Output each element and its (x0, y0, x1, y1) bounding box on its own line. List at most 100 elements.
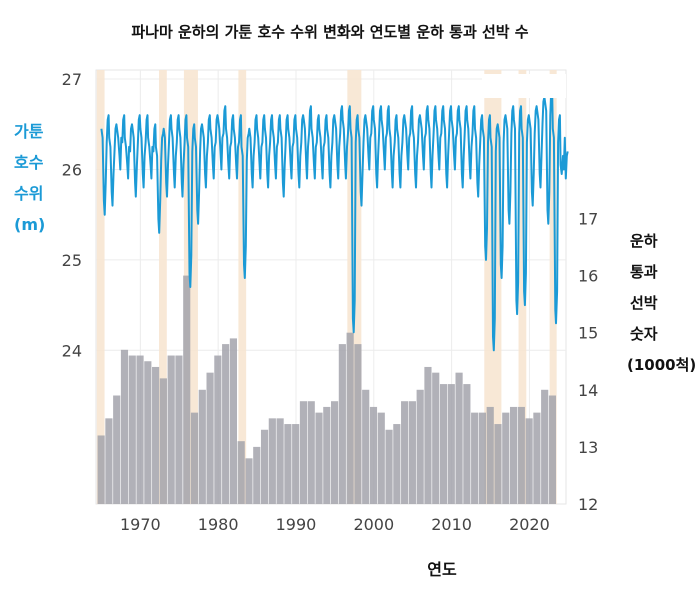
legend-mask (482, 74, 566, 98)
transit-bar (369, 406, 378, 504)
transit-bar (237, 441, 245, 504)
transit-bar (408, 401, 416, 504)
transit-bar (105, 418, 113, 504)
transit-bar (432, 372, 440, 504)
transit-bar (424, 366, 432, 504)
transit-bar (502, 412, 510, 504)
left-tick-label: 27 (62, 70, 82, 89)
x-tick-label: 2000 (353, 515, 394, 534)
transit-bar (385, 429, 393, 504)
transit-bar (128, 355, 136, 504)
left-axis-label-line: 호수 (14, 153, 44, 172)
transit-bar (455, 372, 463, 504)
transit-bar (362, 389, 370, 504)
left-axis-label-line: 수위 (14, 184, 43, 203)
x-tick-label: 1970 (120, 515, 161, 534)
x-tick-label: 2020 (509, 515, 550, 534)
transit-bar (206, 372, 214, 504)
left-tick-label: 25 (62, 251, 82, 270)
right-axis-label-line: 통과 (630, 263, 658, 281)
x-tick-label: 1990 (276, 515, 317, 534)
transit-bar (401, 401, 409, 504)
transit-bar (439, 384, 448, 504)
x-axis-ticks: 1970 1980 1990 2000 2010 2020 (120, 515, 550, 534)
transit-bar (167, 355, 175, 504)
right-tick-label: 17 (578, 209, 598, 228)
transit-bar (509, 406, 518, 504)
transit-bar (299, 401, 308, 504)
transit-bar (525, 418, 533, 504)
lake-level-line (100, 87, 569, 352)
transit-bar (175, 355, 183, 504)
transit-bar (494, 424, 502, 504)
left-axis-label-line: (m) (14, 215, 45, 234)
dry-period-band (549, 70, 557, 504)
transit-bar (331, 401, 339, 504)
right-axis-ticks: 12 13 14 15 16 17 (578, 209, 598, 514)
transit-bar (190, 412, 199, 504)
transit-bar (276, 418, 284, 504)
transit-bar (478, 412, 487, 504)
x-axis-label: 연도 (427, 560, 457, 579)
transit-bar (260, 429, 269, 504)
transit-bar (284, 424, 292, 504)
transit-bar (517, 406, 525, 504)
right-tick-label: 15 (578, 324, 598, 343)
dry-period-band (238, 70, 247, 504)
transit-bar (245, 458, 253, 504)
transit-bar (214, 355, 222, 504)
right-axis-label-line: 숫자 (630, 325, 658, 343)
transit-bar (486, 406, 494, 504)
transit-bar (268, 418, 276, 504)
left-tick-label: 24 (62, 341, 82, 360)
transit-bar (338, 344, 346, 504)
transit-bar (548, 395, 557, 504)
right-axis-label-line: 운하 (630, 232, 658, 250)
transit-bar (198, 389, 206, 504)
transit-bar (136, 355, 144, 504)
right-axis-label-line: (1000척) (627, 356, 696, 374)
transit-bar (307, 401, 315, 504)
transit-bar (346, 332, 354, 504)
transit-bar (113, 395, 121, 504)
transit-bars (97, 275, 557, 504)
right-tick-label: 14 (578, 381, 598, 400)
transit-bar (183, 275, 191, 504)
transit-bar (152, 366, 160, 504)
transit-bar (315, 412, 323, 504)
transit-bar (354, 344, 362, 504)
transit-bar (97, 435, 105, 504)
transit-bar (416, 389, 424, 504)
transit-bar (144, 361, 152, 504)
dry-period-band (518, 70, 527, 504)
transit-bar (533, 412, 541, 504)
right-tick-label: 16 (578, 267, 598, 286)
left-tick-label: 26 (62, 160, 82, 179)
x-tick-label: 1980 (198, 515, 239, 534)
left-axis-ticks: 24 25 26 27 (62, 70, 82, 360)
left-axis-label-line: 가툰 (14, 122, 44, 141)
transit-bar (541, 389, 549, 504)
dry-period-band (159, 70, 167, 504)
x-tick-label: 2010 (431, 515, 472, 534)
transit-bar (253, 446, 261, 504)
transit-bar (377, 412, 385, 504)
transit-bar (447, 384, 455, 504)
transit-bar (120, 349, 129, 504)
transit-bar (463, 384, 471, 504)
transit-bar (471, 412, 479, 504)
transit-bar (159, 378, 167, 504)
dry-period-band (96, 70, 105, 504)
right-axis-label-line: 선박 (630, 294, 658, 312)
right-tick-label: 12 (578, 495, 598, 514)
chart-title: 파나마 운하의 가툰 호수 수위 변화와 연도별 운하 통과 선박 수 (131, 23, 528, 41)
transit-bar (222, 344, 230, 504)
transit-bar (229, 338, 237, 504)
transit-bar (323, 406, 331, 504)
right-tick-label: 13 (578, 438, 598, 457)
transit-bar (393, 424, 401, 504)
transit-bar (292, 424, 300, 504)
